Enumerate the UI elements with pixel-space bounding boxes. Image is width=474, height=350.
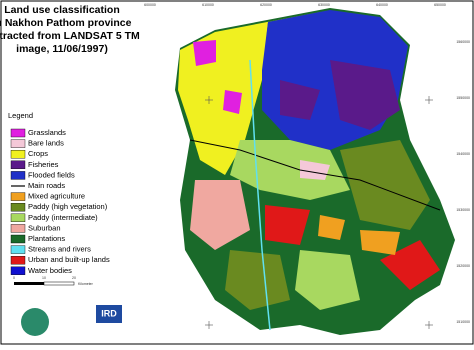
legend-label: Urban and built-up lands bbox=[28, 255, 110, 264]
coord-label: 1510000 bbox=[456, 320, 470, 324]
logo-text: IRD bbox=[101, 308, 117, 318]
scale-label: 0 bbox=[13, 276, 15, 280]
legend-label: Crops bbox=[28, 149, 48, 158]
legend-swatch bbox=[10, 234, 26, 244]
legend-label: Paddy (intermediate) bbox=[28, 213, 98, 222]
coord-label: 620000 bbox=[260, 3, 272, 7]
legend-swatch bbox=[10, 245, 26, 254]
coord-label: 640000 bbox=[376, 3, 388, 7]
coord-label: 610000 bbox=[202, 3, 214, 7]
coord-label: 1530000 bbox=[456, 208, 470, 212]
coord-label: 650000 bbox=[434, 3, 446, 7]
map-title: Land use classification in Nakhon Pathom… bbox=[0, 4, 140, 55]
legend-label: Main roads bbox=[28, 181, 65, 190]
legend-swatch bbox=[10, 224, 26, 233]
legend-swatch bbox=[10, 128, 26, 138]
legend-swatch bbox=[10, 256, 26, 265]
legend-label: Fisheries bbox=[28, 160, 59, 169]
legend-label: Paddy (high vegetation) bbox=[28, 202, 108, 211]
legend-swatch bbox=[10, 149, 26, 159]
legend-swatch bbox=[10, 192, 26, 201]
scale-unit: Kilometer bbox=[78, 282, 94, 286]
legend-swatch bbox=[10, 266, 26, 275]
legend-label: Grasslands bbox=[28, 128, 66, 137]
legend-label: Water bodies bbox=[28, 266, 72, 275]
legend-label: Streams and rivers bbox=[28, 245, 91, 254]
logo-globe bbox=[21, 308, 49, 336]
title-line: in Nakhon Pathom province bbox=[0, 17, 132, 29]
legend-swatch bbox=[10, 160, 26, 170]
legend-label: Bare lands bbox=[28, 139, 64, 148]
legend-swatch bbox=[10, 202, 26, 212]
map-area bbox=[175, 8, 455, 335]
coord-label: 630000 bbox=[318, 3, 330, 7]
coord-label: 600000 bbox=[144, 3, 156, 7]
coord-label: 1560000 bbox=[456, 40, 470, 44]
legend-label: Mixed agriculture bbox=[28, 192, 85, 201]
logo-box bbox=[96, 305, 122, 323]
title-line: (extracted from LANDSAT 5 TM bbox=[0, 30, 140, 42]
legend-label: Suburban bbox=[28, 223, 61, 232]
coord-label: 1550000 bbox=[456, 96, 470, 100]
coord-label: 1540000 bbox=[456, 152, 470, 156]
legend-label: Flooded fields bbox=[28, 170, 75, 179]
scale-label: 20 bbox=[72, 276, 76, 280]
coord-label: 1520000 bbox=[456, 264, 470, 268]
legend-heading: Legend bbox=[8, 111, 33, 120]
scale-label: 10 bbox=[42, 276, 46, 280]
legend-swatch bbox=[10, 139, 26, 148]
legend-label: Plantations bbox=[28, 234, 65, 243]
title-line: Land use classification bbox=[4, 4, 120, 16]
logos: IRD bbox=[21, 305, 122, 336]
title-line: image, 11/06/1997) bbox=[16, 43, 108, 55]
legend-swatch bbox=[10, 213, 26, 223]
legend-swatch bbox=[10, 171, 26, 180]
